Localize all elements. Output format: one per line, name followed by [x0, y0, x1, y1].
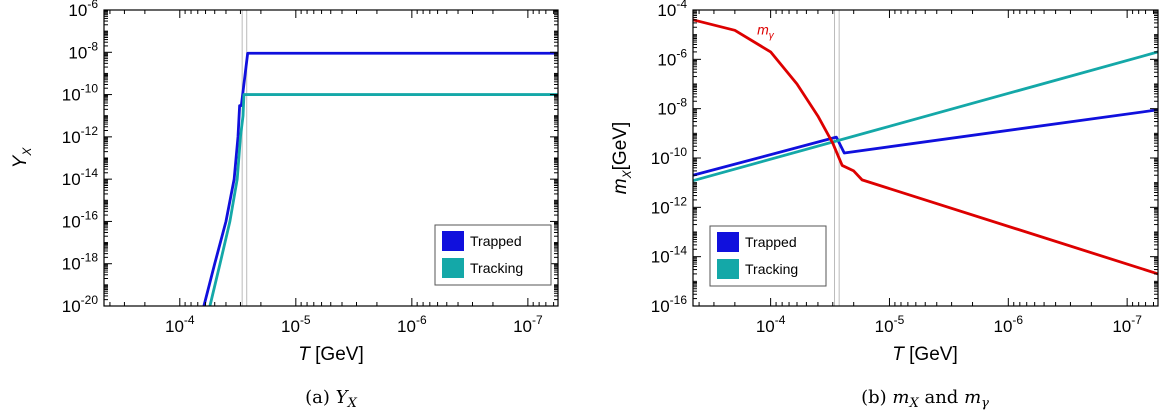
- y-tick-label: 10-18: [62, 251, 99, 274]
- panel-b-masses: 10-4 10-5 10-6 10-7 10-4 10-6 10-8 10-10 10-12 10…: [610, 0, 1159, 411]
- m-gamma-series-line: [692, 18, 1159, 276]
- y-tick-label: 10-16: [651, 293, 688, 316]
- x-tick-label: 10-5: [281, 313, 311, 336]
- tracking-series-line: [692, 50, 1159, 183]
- legend-swatch-trapped: [442, 231, 464, 251]
- legend-label-tracking: Tracking: [745, 261, 798, 277]
- tracking-series-line: [208, 93, 558, 307]
- panel-b-frame: [692, 9, 1159, 307]
- panel-b-legend: Trapped Tracking: [709, 225, 827, 287]
- m-gamma-annotation: mγ: [757, 22, 775, 42]
- panel-a-frame: [103, 9, 559, 307]
- legend-label-trapped: Trapped: [470, 233, 522, 249]
- x-tick-label: 10-7: [513, 313, 543, 336]
- x-tick-label: 10-6: [994, 313, 1024, 336]
- x-tick-label: 10-7: [1112, 313, 1142, 336]
- y-tick-label: 10-10: [62, 82, 99, 105]
- panel-a-caption: (a) YX: [305, 387, 357, 411]
- panel-b-y-label: mX[GeV]: [610, 122, 634, 194]
- legend-swatch-tracking: [442, 258, 464, 278]
- legend-label-tracking: Tracking: [470, 260, 523, 276]
- panel-a-yx: 10-4 10-5 10-6 10-7 10-6 10-8 10-10 10-12 10-14 1…: [10, 0, 559, 411]
- y-tick-label: 10-12: [651, 194, 688, 217]
- y-tick-label: 10-20: [62, 293, 99, 316]
- y-tick-label: 10-12: [62, 124, 99, 147]
- panel-b-x-label: T [GeV]: [892, 344, 957, 365]
- panel-b-caption: (b) mX and mγ: [861, 387, 989, 411]
- legend-swatch-trapped: [717, 232, 739, 252]
- x-tick-label: 10-6: [397, 313, 427, 336]
- y-tick-label: 10-10: [651, 145, 688, 168]
- y-tick-label: 10-6: [657, 46, 687, 69]
- panel-a-series: [202, 51, 558, 307]
- x-tick-label: 10-5: [875, 313, 905, 336]
- y-tick-label: 10-8: [657, 96, 687, 119]
- y-tick-label: 10-6: [68, 0, 98, 20]
- panel-a-legend: Trapped Tracking: [434, 224, 552, 286]
- x-tick-label: 10-4: [165, 313, 195, 336]
- y-tick-label: 10-8: [68, 39, 98, 62]
- y-tick-label: 10-4: [657, 0, 687, 20]
- panel-a-ticks: 10-4 10-5 10-6 10-7 10-6 10-8 10-10 10-12 10-14 1…: [62, 0, 558, 336]
- trapped-series-line: [692, 108, 1159, 177]
- legend-swatch-tracking: [717, 259, 739, 279]
- panel-a-y-label: YX: [10, 147, 34, 169]
- panel-b-series: [692, 18, 1159, 276]
- trapped-series-line: [202, 51, 558, 307]
- legend-label-trapped: Trapped: [745, 234, 797, 250]
- y-tick-label: 10-14: [62, 166, 99, 189]
- panel-b-ticks: 10-4 10-5 10-6 10-7 10-4 10-6 10-8 10-10 10-12 10…: [651, 0, 1158, 336]
- panel-a-x-label: T [GeV]: [298, 344, 363, 365]
- x-tick-label: 10-4: [756, 313, 786, 336]
- y-tick-label: 10-16: [62, 208, 99, 231]
- y-tick-label: 10-14: [651, 244, 688, 267]
